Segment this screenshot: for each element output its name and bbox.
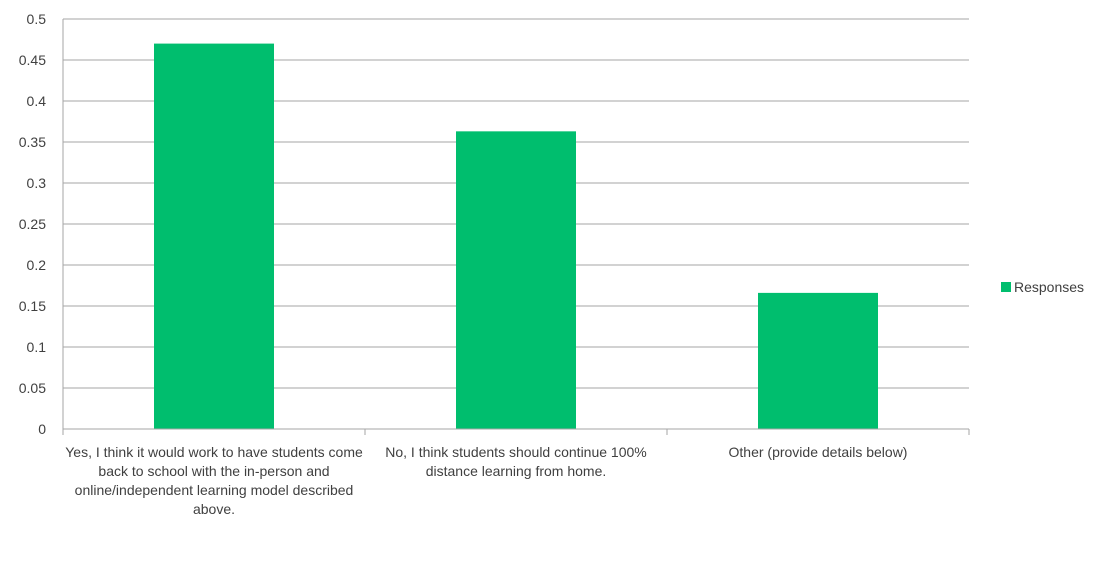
y-tick-label: 0.3 xyxy=(27,175,47,191)
bar xyxy=(456,131,576,429)
y-tick-label: 0.1 xyxy=(27,339,47,355)
y-tick-label: 0.15 xyxy=(19,298,46,314)
y-tick-label: 0 xyxy=(38,421,46,437)
legend-swatch xyxy=(1001,282,1011,292)
axes xyxy=(62,19,970,435)
legend-label: Responses xyxy=(1014,279,1085,295)
y-tick-label: 0.5 xyxy=(27,11,47,27)
x-tick-label: Other (provide details below) xyxy=(728,444,908,460)
y-tick-label: 0.45 xyxy=(19,52,46,68)
y-tick-label: 0.4 xyxy=(27,93,47,109)
y-tick-label: 0.05 xyxy=(19,380,46,396)
y-tick-label: 0.2 xyxy=(27,257,47,273)
bar xyxy=(758,292,878,429)
bars xyxy=(154,43,878,429)
x-tick-label: No, I think students should continue 100… xyxy=(385,444,647,479)
y-tick-label: 0.25 xyxy=(19,216,46,232)
x-tick-label: Yes, I think it would work to have stude… xyxy=(65,444,363,517)
bar xyxy=(154,43,274,429)
y-axis-ticks: 0 0.05 0.1 0.15 0.2 0.25 0.3 0.35 0.4 0.45 0.5 xyxy=(19,11,46,437)
y-tick-label: 0.35 xyxy=(19,134,46,150)
legend: Responses xyxy=(1001,279,1084,295)
